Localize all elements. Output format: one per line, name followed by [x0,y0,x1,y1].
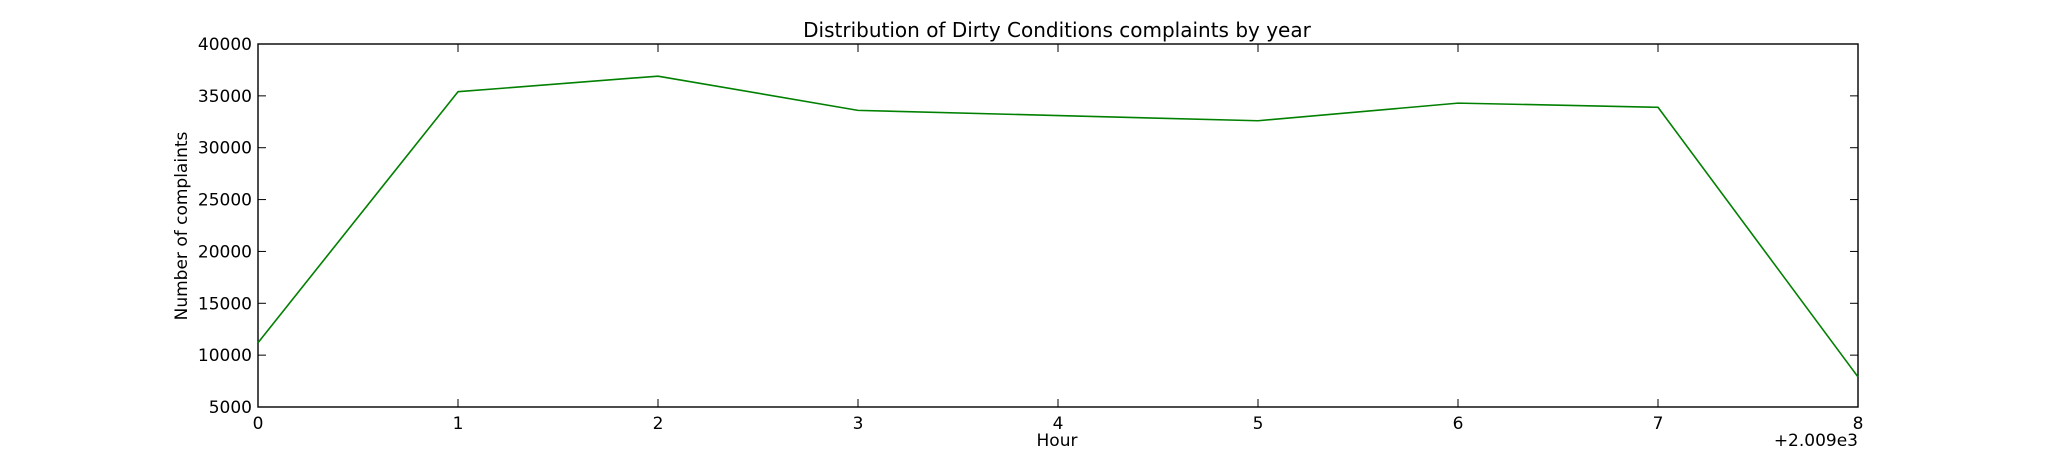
data-point [1457,102,1459,104]
plot-area-frame [257,43,1859,408]
x-tick-label: 2 [653,414,664,434]
data-point [1857,376,1859,378]
y-axis: 5000 10000 15000 20000 25000 30000 35000 40000 [198,35,1858,418]
series-layer [257,75,1859,378]
data-point [457,91,459,93]
y-tick-label: 25000 [198,191,252,211]
y-tick-label: 5000 [209,398,252,418]
x-tick-label: 7 [1653,414,1664,434]
x-tick-label: 6 [1453,414,1464,434]
x-axis: 0 1 2 3 4 5 6 7 8 [253,44,1864,434]
data-point [257,342,259,344]
x-axis-offset-label: +2.009e3 [1774,431,1858,450]
series-line [257,75,1859,378]
data-point [1657,106,1659,108]
y-tick-label: 20000 [198,242,252,262]
x-tick-label: 0 [253,414,264,434]
x-tick-label: 3 [853,414,864,434]
data-point [657,75,659,77]
y-axis-title: Number of complaints [172,131,192,320]
y-tick-label: 40000 [198,35,252,55]
y-tick-label: 15000 [198,294,252,314]
x-tick-label: 8 [1853,414,1864,434]
x-tick-label: 4 [1053,414,1064,434]
chart-title: Distribution of Dirty Conditions complai… [803,18,1311,42]
data-point [857,109,859,111]
data-point [1057,115,1059,117]
x-tick-label: 5 [1253,414,1264,434]
y-tick-label: 35000 [198,87,252,107]
y-tick-label: 30000 [198,139,252,159]
y-tick-label: 10000 [198,346,252,366]
x-tick-label: 1 [453,414,464,434]
data-point [1257,120,1259,122]
x-axis-title: Hour [1037,431,1078,450]
